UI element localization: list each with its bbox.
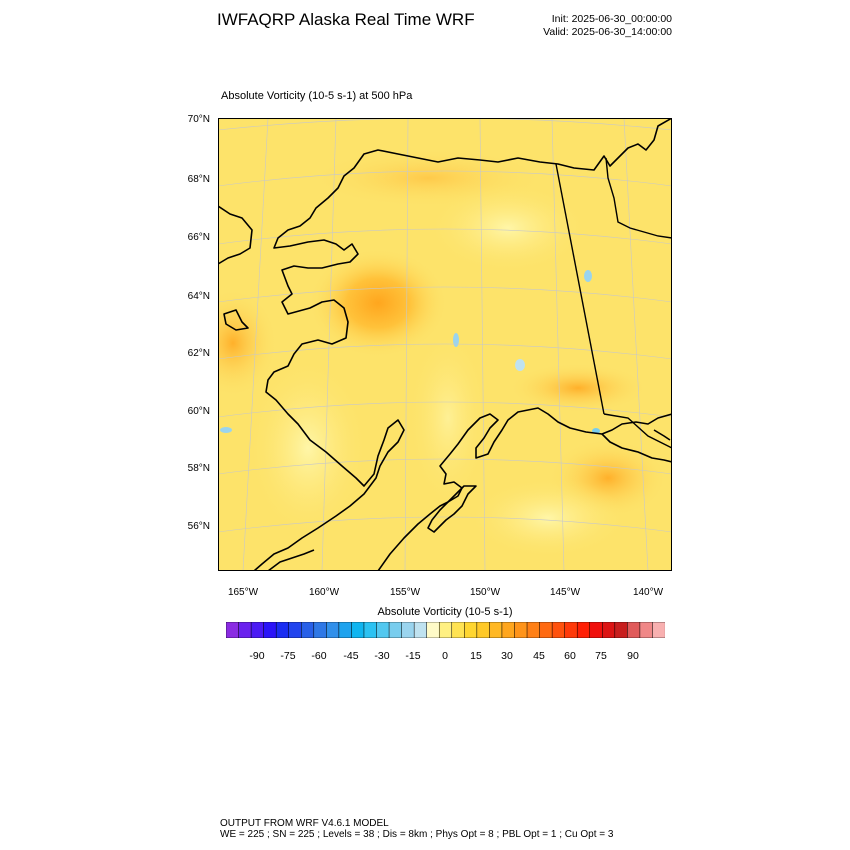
colorbar-swatch [275, 622, 290, 638]
lon-label: 155°W [389, 587, 421, 598]
colorbar-swatch [438, 622, 453, 638]
colorbar-tick: 75 [595, 650, 607, 662]
init-time: Init: 2025-06-30_00:00:00 [551, 13, 672, 25]
field-label: Absolute Vorticity (10-5 s-1) at 500 hPa [221, 90, 413, 102]
footer-config-line: WE = 225 ; SN = 225 ; Levels = 38 ; Dis … [220, 829, 614, 840]
colorbar-swatch [313, 622, 327, 638]
colorbar-tick: -75 [280, 650, 296, 662]
colorbar-swatch [564, 622, 578, 638]
colorbar-swatch [388, 622, 403, 638]
colorbar-swatch [464, 622, 478, 638]
colorbar-swatch [551, 622, 566, 638]
plot-title: IWFAQRP Alaska Real Time WRF [217, 10, 475, 29]
colorbar-tick: 30 [501, 650, 513, 662]
colorbar-tick: 90 [627, 650, 639, 662]
colorbar-tick: 15 [470, 650, 482, 662]
colorbar-swatch [351, 622, 365, 638]
colorbar-tick: -30 [374, 650, 390, 662]
coastlines [218, 118, 672, 571]
colorbar-tick: -15 [405, 650, 421, 662]
lat-label: 64°N [187, 291, 210, 302]
lon-label: 145°W [549, 587, 581, 598]
colorbar-swatch [489, 622, 503, 638]
colorbar-swatch [413, 622, 428, 638]
colorbar-swatch [639, 622, 653, 638]
colorbar-swatch [426, 622, 440, 638]
colorbar-swatch [250, 622, 265, 638]
colorbar-swatch [614, 622, 628, 638]
map-frame [218, 118, 672, 571]
colorbar-swatch [627, 622, 641, 638]
lat-label: 66°N [187, 232, 210, 243]
colorbar-tick: -45 [343, 650, 359, 662]
colorbar-tick: -60 [311, 650, 327, 662]
negative-patch [515, 359, 525, 371]
vorticity-max-west [218, 288, 278, 398]
border [555, 157, 672, 449]
negative-patch [584, 270, 592, 282]
colorbar [226, 622, 665, 638]
colorbar-swatch [363, 622, 377, 638]
colorbar-tick: 45 [533, 650, 545, 662]
colorbar-swatch [451, 622, 465, 638]
colorbar-swatch [376, 622, 390, 638]
colorbar-swatch [301, 622, 315, 638]
colorbar-swatch [226, 622, 239, 638]
vorticity-band-east [508, 363, 648, 413]
colorbar-tick: 60 [564, 650, 576, 662]
colorbar-swatch [501, 622, 515, 638]
colorbar-swatch [476, 622, 490, 638]
lat-label: 62°N [187, 348, 210, 359]
vorticity-map [218, 118, 672, 571]
colorbar-tick: 0 [442, 650, 448, 662]
lon-label: 140°W [632, 587, 664, 598]
vorticity-max-bering [308, 248, 448, 358]
colorbar-tick: -90 [249, 650, 265, 662]
colorbar-swatch [238, 622, 252, 638]
colorbar-title: Absolute Vorticity (10-5 s-1) [377, 606, 513, 618]
colorbar-swatch [526, 622, 541, 638]
lon-label: 150°W [469, 587, 501, 598]
negative-patch [220, 427, 232, 433]
colorbar-swatch [514, 622, 528, 638]
lon-label: 165°W [227, 587, 259, 598]
colorbar-swatch [539, 622, 553, 638]
lat-label: 68°N [187, 174, 210, 185]
lat-label: 60°N [187, 406, 210, 417]
colorbar-swatch [576, 622, 591, 638]
colorbar-swatch [652, 622, 665, 638]
colorbar-swatch [263, 622, 277, 638]
valid-time: Valid: 2025-06-30_14:00:00 [543, 26, 672, 38]
colorbar-swatch [589, 622, 603, 638]
lat-label: 70°N [187, 114, 210, 125]
footer-model-line: OUTPUT FROM WRF V4.6.1 MODEL [220, 818, 389, 829]
colorbar-swatch [602, 622, 616, 638]
negative-patch [453, 333, 459, 347]
colorbar-swatch [401, 622, 415, 638]
colorbar-swatch [326, 622, 340, 638]
lat-label: 56°N [187, 521, 210, 532]
colorbar-swatch [338, 622, 352, 638]
colorbar-swatch [288, 622, 302, 638]
lon-label: 160°W [308, 587, 340, 598]
lat-label: 58°N [187, 463, 210, 474]
